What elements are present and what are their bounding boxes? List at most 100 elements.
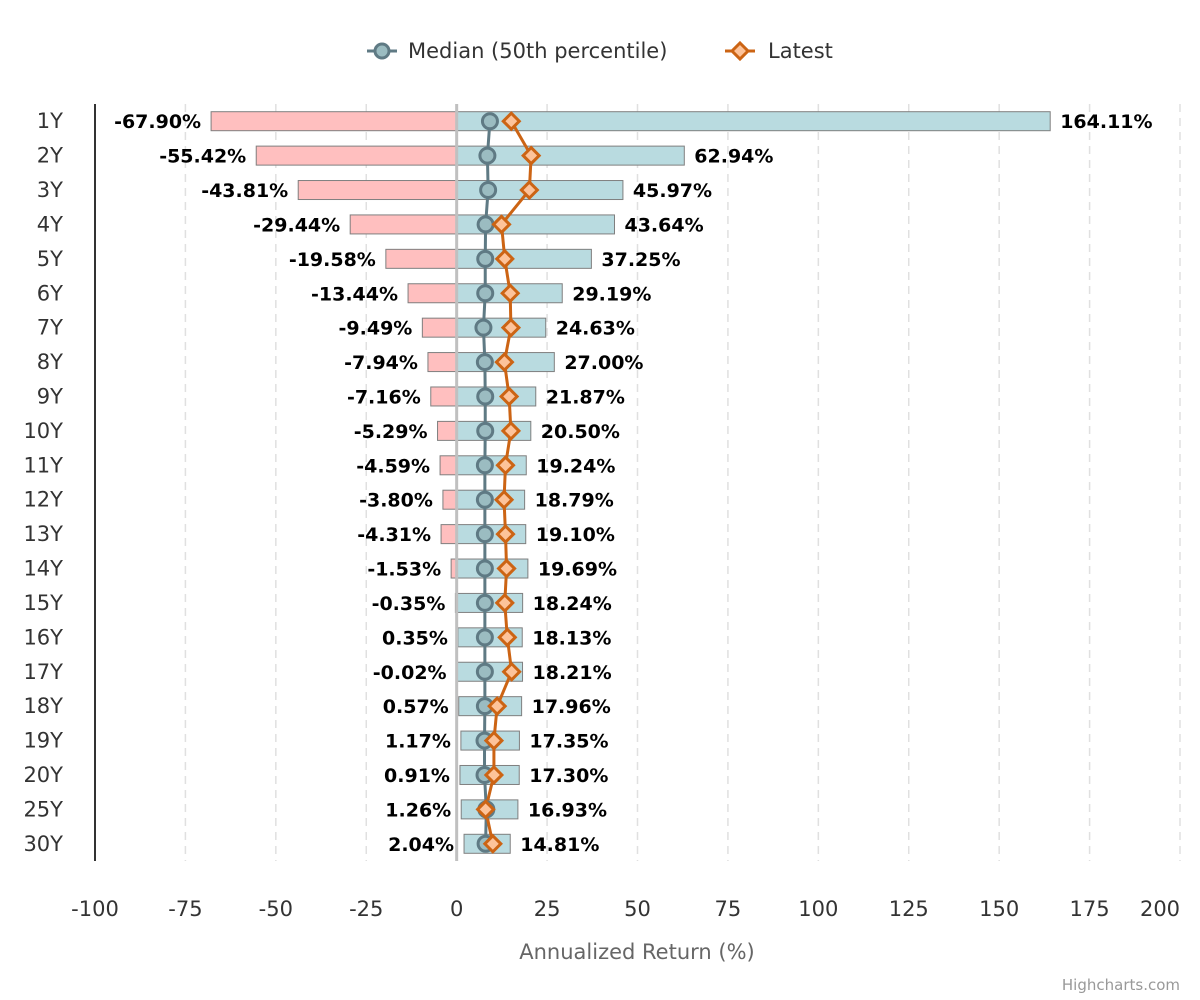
high-data-label: 19.69%: [538, 559, 617, 581]
y-category-label: 3Y: [37, 178, 63, 202]
range-bars: [210, 111, 1051, 854]
high-data-label: 45.97%: [633, 180, 712, 202]
y-category-label: 30Y: [23, 832, 63, 856]
legend-item-median[interactable]: Median (50th percentile): [367, 39, 667, 63]
x-tick-label: 200: [1140, 897, 1180, 921]
data-labels: -67.90% 164.11% -55.42% 62.94% -43.81% 45.97%…: [114, 111, 1152, 856]
low-data-label: -13.44%: [311, 283, 398, 305]
low-data-label: -19.58%: [289, 249, 376, 271]
median-point: [475, 628, 494, 647]
high-data-label: 20.50%: [541, 421, 620, 443]
high-data-label: 18.79%: [535, 490, 614, 512]
range-bar-negative: [350, 214, 457, 234]
y-category-label: 12Y: [23, 488, 63, 512]
x-tick-label: -25: [349, 897, 383, 921]
y-category-label: 20Y: [23, 763, 63, 787]
y-category-label: 1Y: [37, 109, 63, 133]
low-data-label: -0.35%: [372, 593, 446, 615]
x-tick-label: 100: [798, 897, 838, 921]
range-bar-outline: [439, 455, 527, 476]
latest-point: [483, 730, 505, 751]
latest-point: [496, 558, 517, 579]
credits-link[interactable]: Highcharts.com: [1062, 976, 1180, 994]
range-bar-negative: [442, 490, 457, 510]
latest-point: [501, 661, 522, 682]
high-data-label: 17.35%: [529, 731, 608, 753]
low-data-label: -55.42%: [159, 146, 246, 168]
low-data-label: 2.04%: [388, 834, 454, 856]
median-point: [476, 387, 495, 406]
low-data-label: 1.17%: [385, 731, 451, 753]
y-category-label: 2Y: [37, 144, 63, 168]
median-point: [475, 456, 494, 475]
y-category-label: 25Y: [23, 797, 63, 821]
legend-item-latest[interactable]: Latest: [725, 39, 833, 63]
range-bar-negative: [441, 524, 457, 544]
legend-latest-marker-icon: [729, 40, 751, 62]
y-category-label: 13Y: [23, 522, 63, 546]
range-bar-negative: [408, 283, 457, 303]
y-category-label: 9Y: [37, 384, 63, 408]
high-data-label: 164.11%: [1060, 111, 1152, 133]
low-data-label: 0.91%: [384, 765, 450, 787]
latest-point: [498, 386, 520, 407]
y-category-label: 5Y: [37, 247, 63, 271]
range-bar-negative: [451, 559, 457, 579]
low-data-label: 0.35%: [382, 627, 448, 649]
x-tick-label: 0: [450, 897, 463, 921]
latest-point: [495, 455, 516, 476]
low-data-label: -43.81%: [201, 180, 288, 202]
x-tick-label: 150: [979, 897, 1019, 921]
y-category-label: 7Y: [37, 316, 63, 340]
latest-point: [500, 283, 521, 304]
y-category-label: 14Y: [23, 557, 63, 581]
range-bar-positive: [456, 146, 685, 166]
y-category-label: 11Y: [23, 453, 63, 477]
range-bar-outline: [430, 386, 537, 407]
category-labels: 1Y 2Y 3Y 4Y 5Y 6Y 7Y 8Y 9Y 10Y 11Y 12Y 13Y 14Y 15Y 16Y 1…: [23, 109, 63, 856]
median-point: [475, 353, 494, 372]
low-data-label: 1.26%: [385, 799, 451, 821]
y-category-label: 19Y: [23, 729, 63, 753]
latest-point: [494, 592, 515, 614]
series-markers: [474, 111, 542, 854]
range-bar-outline: [427, 352, 555, 373]
x-tick-label: 125: [889, 897, 929, 921]
low-data-label: -7.16%: [347, 386, 421, 408]
latest-point: [519, 179, 540, 201]
median-point: [475, 593, 494, 612]
y-category-label: 15Y: [23, 591, 63, 615]
range-bar-negative: [385, 249, 457, 269]
y-category-label: 17Y: [23, 660, 63, 684]
legend-latest-label: Latest: [768, 39, 833, 63]
range-bar-outline: [460, 730, 520, 751]
range-bar-positive: [456, 214, 615, 234]
legend-median-label: Median (50th percentile): [408, 39, 667, 63]
low-data-label: -4.59%: [356, 455, 430, 477]
range-bar-outline: [349, 214, 615, 235]
high-data-label: 17.96%: [532, 696, 611, 718]
latest-point: [482, 833, 503, 854]
high-data-label: 14.81%: [520, 834, 599, 856]
x-tick-label: 50: [624, 897, 651, 921]
range-bar-negative: [298, 180, 457, 200]
latest-point: [483, 764, 505, 786]
low-data-label: -9.49%: [339, 318, 413, 340]
latest-point: [500, 317, 522, 338]
x-tick-label: 175: [1070, 897, 1110, 921]
low-data-label: -4.31%: [357, 524, 431, 546]
median-point: [478, 146, 497, 165]
high-data-label: 18.21%: [533, 662, 612, 684]
median-point: [476, 215, 495, 234]
range-bar-positive: [456, 111, 1051, 131]
x-tick-label: 25: [534, 897, 561, 921]
high-data-label: 37.25%: [601, 249, 680, 271]
median-point: [480, 112, 499, 131]
range-bar-outline: [459, 764, 520, 785]
range-bar-negative: [256, 146, 457, 166]
median-point: [475, 490, 494, 509]
latest-point: [495, 523, 516, 545]
latest-point: [491, 214, 512, 235]
high-data-label: 29.19%: [572, 283, 651, 305]
latest-point: [494, 351, 515, 373]
